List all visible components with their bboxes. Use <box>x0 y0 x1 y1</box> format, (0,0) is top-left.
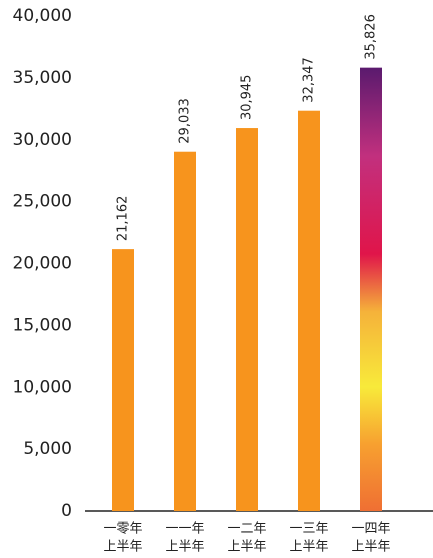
y-tick-label: 5,000 <box>23 439 72 459</box>
y-tick-label: 40,000 <box>13 6 72 26</box>
x-tick-label: 一四年 <box>351 522 390 537</box>
bar <box>298 110 320 511</box>
value-label: 35,826 <box>364 14 379 60</box>
bar <box>112 249 134 512</box>
value-label: 32,347 <box>302 57 317 103</box>
value-label: 21,162 <box>116 196 131 242</box>
x-tick-label: 上半年 <box>351 540 390 555</box>
x-tick-label: 一零年 <box>103 522 142 537</box>
y-tick-label: 25,000 <box>13 192 72 212</box>
bar <box>360 67 382 511</box>
x-tick-label: 上半年 <box>289 540 328 555</box>
y-tick-label: 30,000 <box>13 130 72 150</box>
bar <box>236 128 258 512</box>
y-tick-label: 0 <box>61 501 72 521</box>
x-tick-label: 上半年 <box>165 540 204 555</box>
value-label: 29,033 <box>178 98 193 144</box>
y-tick-label: 10,000 <box>13 377 72 397</box>
x-tick-label: 一二年 <box>227 522 266 537</box>
x-tick-label: 一一年 <box>165 522 204 537</box>
value-label: 30,945 <box>240 75 255 121</box>
y-tick-label: 15,000 <box>13 315 72 335</box>
y-tick-label: 35,000 <box>13 68 72 88</box>
bar <box>174 151 196 512</box>
x-tick-label: 上半年 <box>227 540 266 555</box>
x-tick-label: 一三年 <box>289 522 328 537</box>
y-tick-label: 20,000 <box>13 254 72 274</box>
x-tick-label: 上半年 <box>103 540 142 555</box>
